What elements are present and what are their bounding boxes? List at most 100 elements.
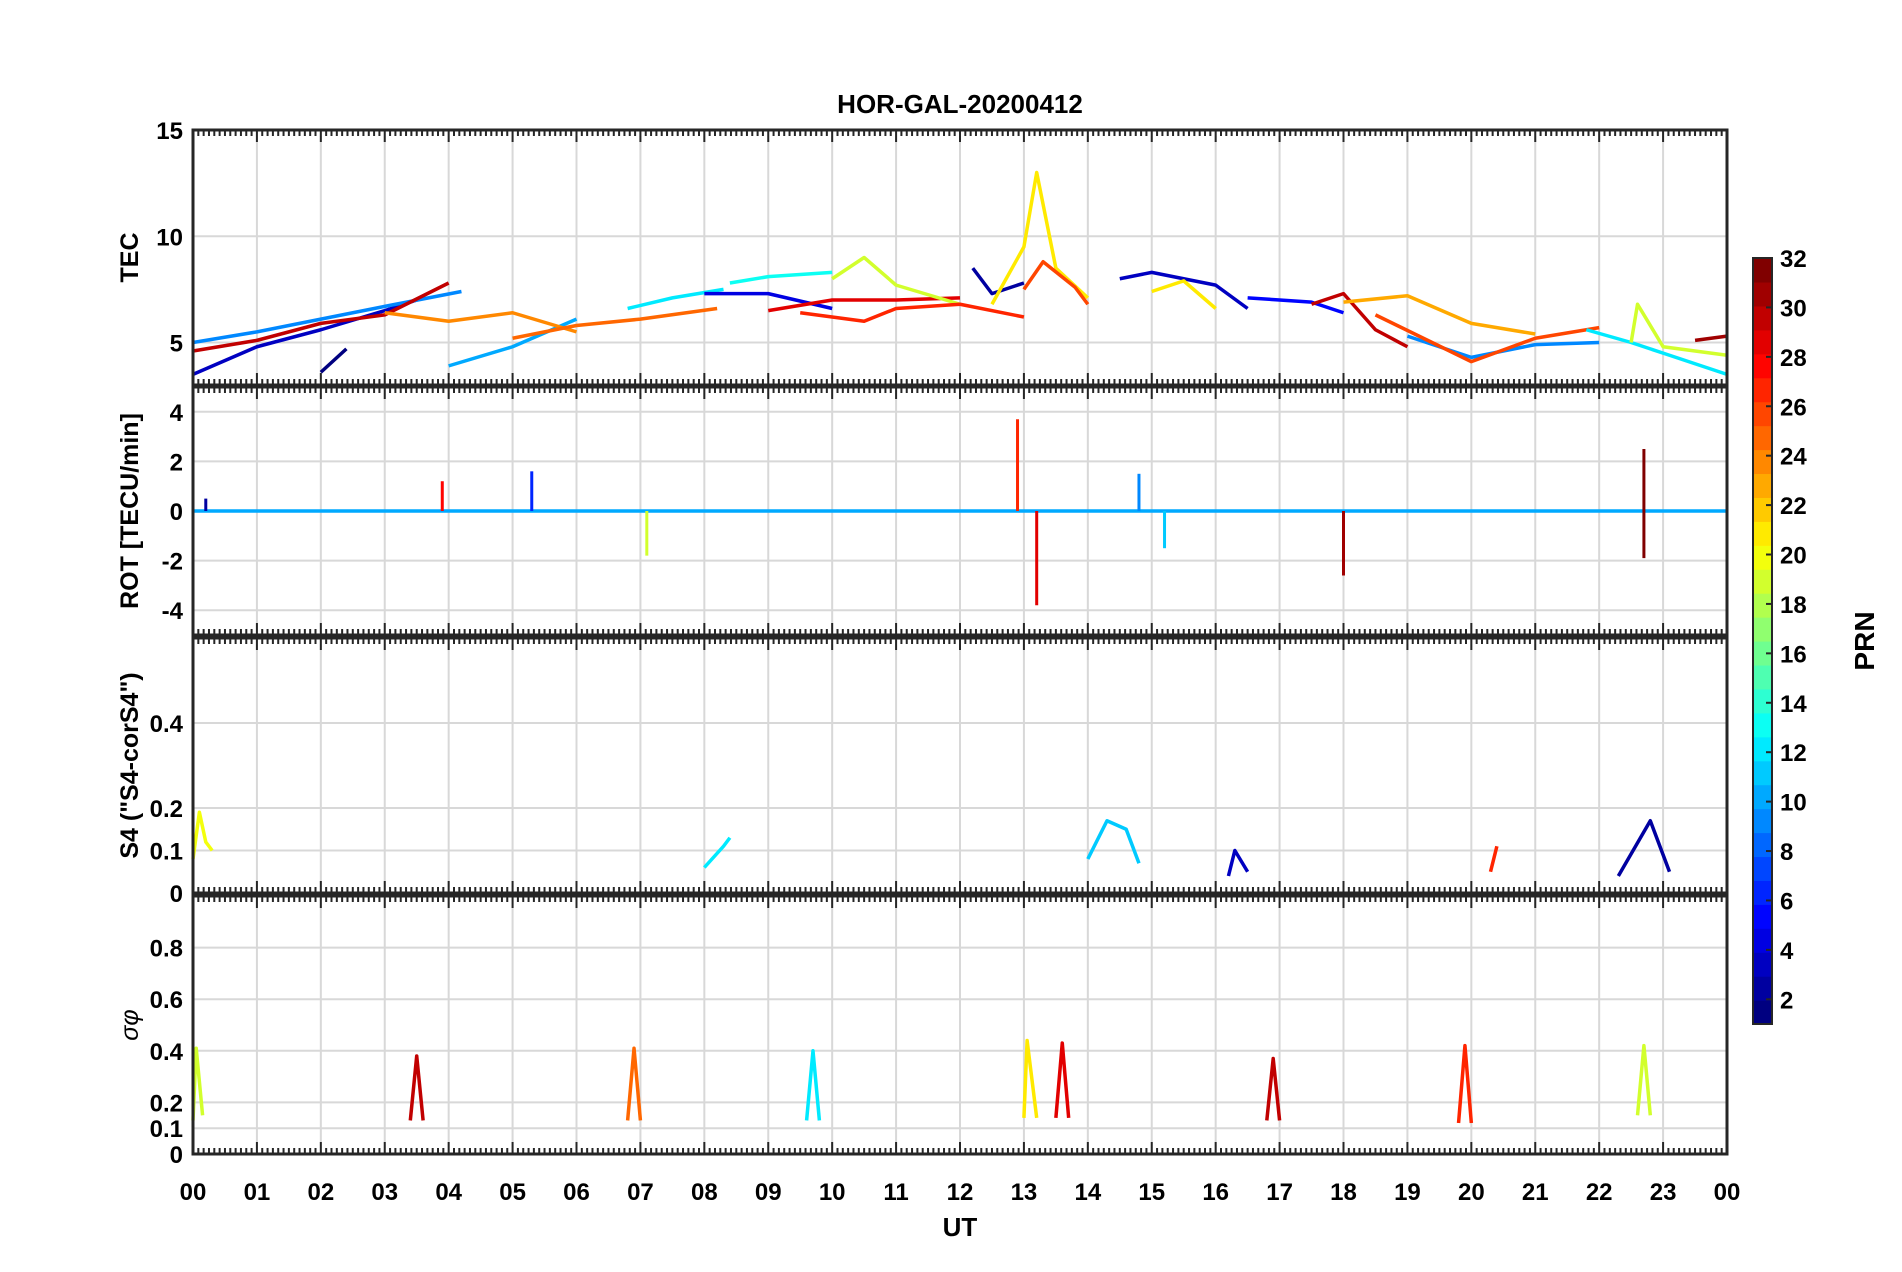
chart-title: HOR-GAL-20200412 (837, 89, 1083, 119)
series-line-prn-3 (1226, 848, 1250, 877)
colorbar-cell (1753, 1000, 1772, 1025)
series-line-prn-30 (192, 281, 450, 353)
x-tick-label: 22 (1586, 1179, 1613, 1206)
colorbar-tick-label: 28 (1780, 345, 1807, 372)
series-line-prn-3 (192, 296, 424, 376)
colorbar-cell (1753, 856, 1772, 881)
y-tick-label: 10 (156, 224, 183, 251)
x-tick-label: 02 (307, 1179, 334, 1206)
colorbar-cell (1753, 641, 1772, 666)
y-axis-label: S4 ("S4-corS4") (116, 672, 144, 858)
colorbar-cell (1753, 928, 1772, 953)
x-tick-label: 03 (371, 1179, 398, 1206)
series-line-prn-31 (1694, 334, 1728, 343)
colorbar-tick-label: 14 (1780, 691, 1807, 718)
y-tick-label: 5 (170, 331, 183, 358)
y-tick-label: 0.6 (150, 987, 183, 1014)
series-line-prn-27 (1456, 1043, 1474, 1124)
series-line-prn-12 (804, 1049, 822, 1121)
panel-TEC: 5 10 15 TEC (116, 118, 1729, 387)
x-tick-label: 19 (1394, 1179, 1421, 1206)
colorbar-cell (1753, 688, 1772, 714)
colorbar-tick-label: 22 (1780, 493, 1807, 520)
x-tick-label: 14 (1074, 1179, 1101, 1206)
series-line-prn-12 (1585, 328, 1728, 377)
colorbar-tick-label: 18 (1780, 592, 1807, 619)
x-tick-label: 21 (1522, 1179, 1549, 1206)
x-tick-label: 15 (1138, 1179, 1165, 1206)
y-tick-label: -2 (162, 549, 183, 576)
colorbar-label: PRN (1849, 611, 1880, 670)
x-axis-label: UT (943, 1212, 978, 1242)
colorbar-cell (1753, 664, 1772, 690)
series-line-prn-21 (990, 170, 1090, 306)
y-tick-label: 0.1 (150, 1116, 183, 1143)
series-line-prn-13 (729, 270, 833, 285)
series-line-prn-20 (191, 810, 214, 860)
series-line-prn-25 (512, 306, 718, 340)
y-tick-label: 0.2 (150, 796, 183, 823)
series-line-prn-25 (625, 1046, 643, 1121)
panel-S4: 0 0.1 0.2 0.4S4 ("S4-corS4") (116, 636, 1729, 908)
colorbar-cell (1753, 258, 1772, 283)
x-tick-label: 20 (1458, 1179, 1485, 1206)
x-tick-label: 18 (1330, 1179, 1357, 1206)
y-axis-label: ROT [TECU/min] (116, 413, 144, 609)
y-tick-label: 0.8 (150, 936, 183, 963)
y-tick-label: 0 (170, 1142, 183, 1169)
series-line-prn-21 (1151, 279, 1217, 310)
colorbar-cell (1753, 736, 1772, 762)
y-tick-label: 0 (170, 499, 183, 526)
colorbar-tick-label: 12 (1780, 740, 1807, 767)
colorbar-cell (1753, 353, 1772, 379)
colorbar-cell (1753, 521, 1772, 546)
x-tick-label: 08 (691, 1179, 718, 1206)
series-line-prn-27 (1488, 845, 1499, 873)
colorbar-cell (1753, 784, 1772, 810)
series-line-prn-19 (1629, 302, 1728, 357)
x-tick-label: 10 (819, 1179, 846, 1206)
series-line-prn-29 (1054, 1041, 1071, 1119)
y-tick-label: 4 (170, 400, 184, 427)
colorbar-cell (1753, 329, 1772, 355)
x-tick-label: 01 (244, 1179, 271, 1206)
x-tick-label: 06 (563, 1179, 590, 1206)
colorbar-tick-label: 6 (1780, 888, 1793, 915)
x-tick-label: 13 (1011, 1179, 1038, 1206)
x-tick-label: 17 (1266, 1179, 1293, 1206)
colorbar-cell (1753, 545, 1772, 570)
series-line-prn-30 (1265, 1056, 1282, 1121)
x-tick-label: 16 (1202, 1179, 1229, 1206)
series-line-prn-5 (1247, 296, 1345, 315)
colorbar-cell (1753, 377, 1772, 403)
series-line-prn-30 (1310, 291, 1409, 349)
series-line-prn-2 (1616, 819, 1672, 877)
colorbar-tick-label: 30 (1780, 295, 1807, 322)
colorbar-cell (1753, 808, 1772, 834)
colorbar-cell (1753, 712, 1772, 738)
colorbar-tick-label: 8 (1780, 839, 1793, 866)
y-axis-label: TEC (116, 233, 144, 283)
series-line-prn-30 (408, 1054, 425, 1121)
colorbar-tick-label: 24 (1780, 444, 1807, 471)
series-line-prn-24 (384, 311, 578, 334)
colorbar-cell (1753, 497, 1772, 522)
colorbar-cell (1753, 593, 1772, 618)
colorbar-tick-label: 10 (1780, 790, 1807, 817)
series-line-prn-21 (1022, 1038, 1039, 1119)
colorbar-cell (1753, 401, 1772, 427)
y-tick-label: 0.4 (150, 711, 184, 738)
colorbar-cell (1753, 281, 1772, 307)
series-line-prn-19 (1635, 1043, 1653, 1116)
colorbar-tick-label: 4 (1780, 938, 1794, 965)
x-tick-label: 11 (883, 1179, 908, 1206)
y-tick-label: 0.1 (150, 839, 183, 866)
panel-ROT: -4 -2 0 2 4 ROT [TECU/min] (116, 385, 1729, 637)
y-tick-label: 0 (170, 881, 183, 908)
x-tick-label: 00 (1714, 1179, 1741, 1206)
colorbar-tick-label: 16 (1780, 641, 1807, 668)
panel-sigma_phi: 00.10.2 0.4 0.6 0.8 σφ (116, 894, 1729, 1169)
y-tick-label: 15 (156, 118, 183, 145)
colorbar-tick-label: 32 (1780, 246, 1807, 273)
